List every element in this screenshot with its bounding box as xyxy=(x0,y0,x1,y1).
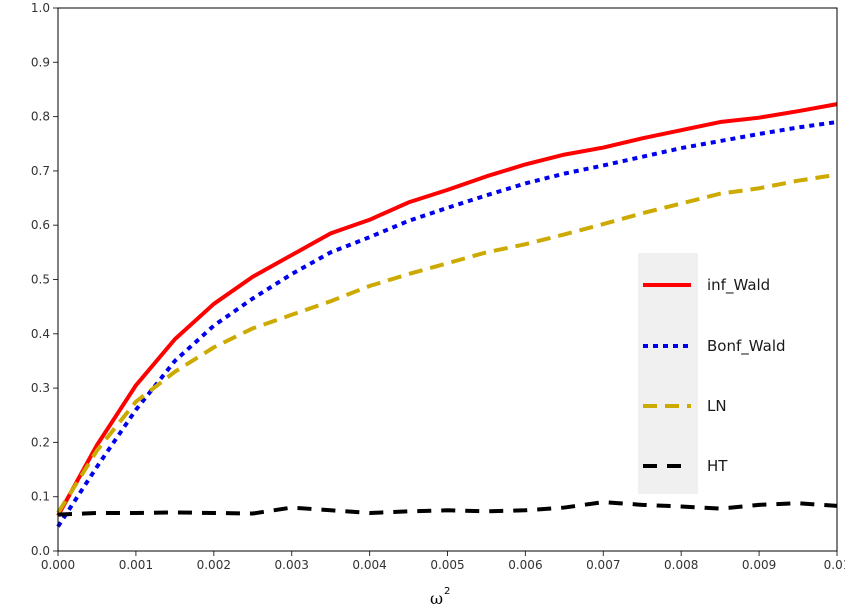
y-tick-label: 0.4 xyxy=(31,327,50,341)
plot-background xyxy=(58,8,837,551)
x-tick-label: 0.003 xyxy=(275,558,309,572)
x-axis: 0.000 0.001 0.002 0.003 0.004 0.005 0.006 0.007… xyxy=(41,551,845,572)
series-lines xyxy=(56,102,838,528)
x-tick-label: 0.005 xyxy=(430,558,464,572)
x-tick-label: 0.004 xyxy=(352,558,386,572)
x-tick-label: 0.01 xyxy=(824,558,845,572)
y-tick-label: 0.6 xyxy=(31,218,50,232)
series-line-inf-wald xyxy=(56,102,838,517)
x-tick-label: 0.006 xyxy=(508,558,542,572)
y-tick-label: 0.1 xyxy=(31,490,50,504)
y-tick-label: 0.8 xyxy=(31,110,50,124)
x-tick-label: 0.002 xyxy=(197,558,231,572)
x-tick-label: 0.009 xyxy=(742,558,776,572)
legend-label: LN xyxy=(707,397,727,415)
y-tick-label: 1.0 xyxy=(31,1,50,15)
legend-background xyxy=(638,253,698,494)
legend-label: Bonf_Wald xyxy=(707,337,786,356)
x-tick-label: 0.007 xyxy=(586,558,620,572)
legend-label: HT xyxy=(707,457,728,475)
legend-label: inf_Wald xyxy=(707,276,770,295)
plot-border xyxy=(57,7,838,552)
y-tick-label: 0.7 xyxy=(31,164,50,178)
x-tick-label: 0.001 xyxy=(119,558,153,572)
y-tick-label: 0.0 xyxy=(31,544,50,558)
series-line-ln xyxy=(56,172,838,515)
series-line-bonf-wald xyxy=(56,120,838,528)
y-tick-label: 0.9 xyxy=(31,55,50,69)
legend: inf_Wald Bonf_Wald LN HT xyxy=(638,253,786,494)
y-tick-label: 0.2 xyxy=(31,435,50,449)
x-axis-title-superscript: 2 xyxy=(444,586,450,597)
y-tick-label: 0.3 xyxy=(31,381,50,395)
y-tick-label: 0.5 xyxy=(31,273,50,287)
x-axis-title: ω xyxy=(430,589,443,608)
y-axis: 0.0 0.1 0.2 0.3 0.4 0.5 0.6 0.7 0.8 0.9 1.0 xyxy=(31,1,58,558)
series-line-ht xyxy=(57,500,838,517)
x-tick-label: 0.008 xyxy=(664,558,698,572)
x-tick-label: 0.000 xyxy=(41,558,75,572)
